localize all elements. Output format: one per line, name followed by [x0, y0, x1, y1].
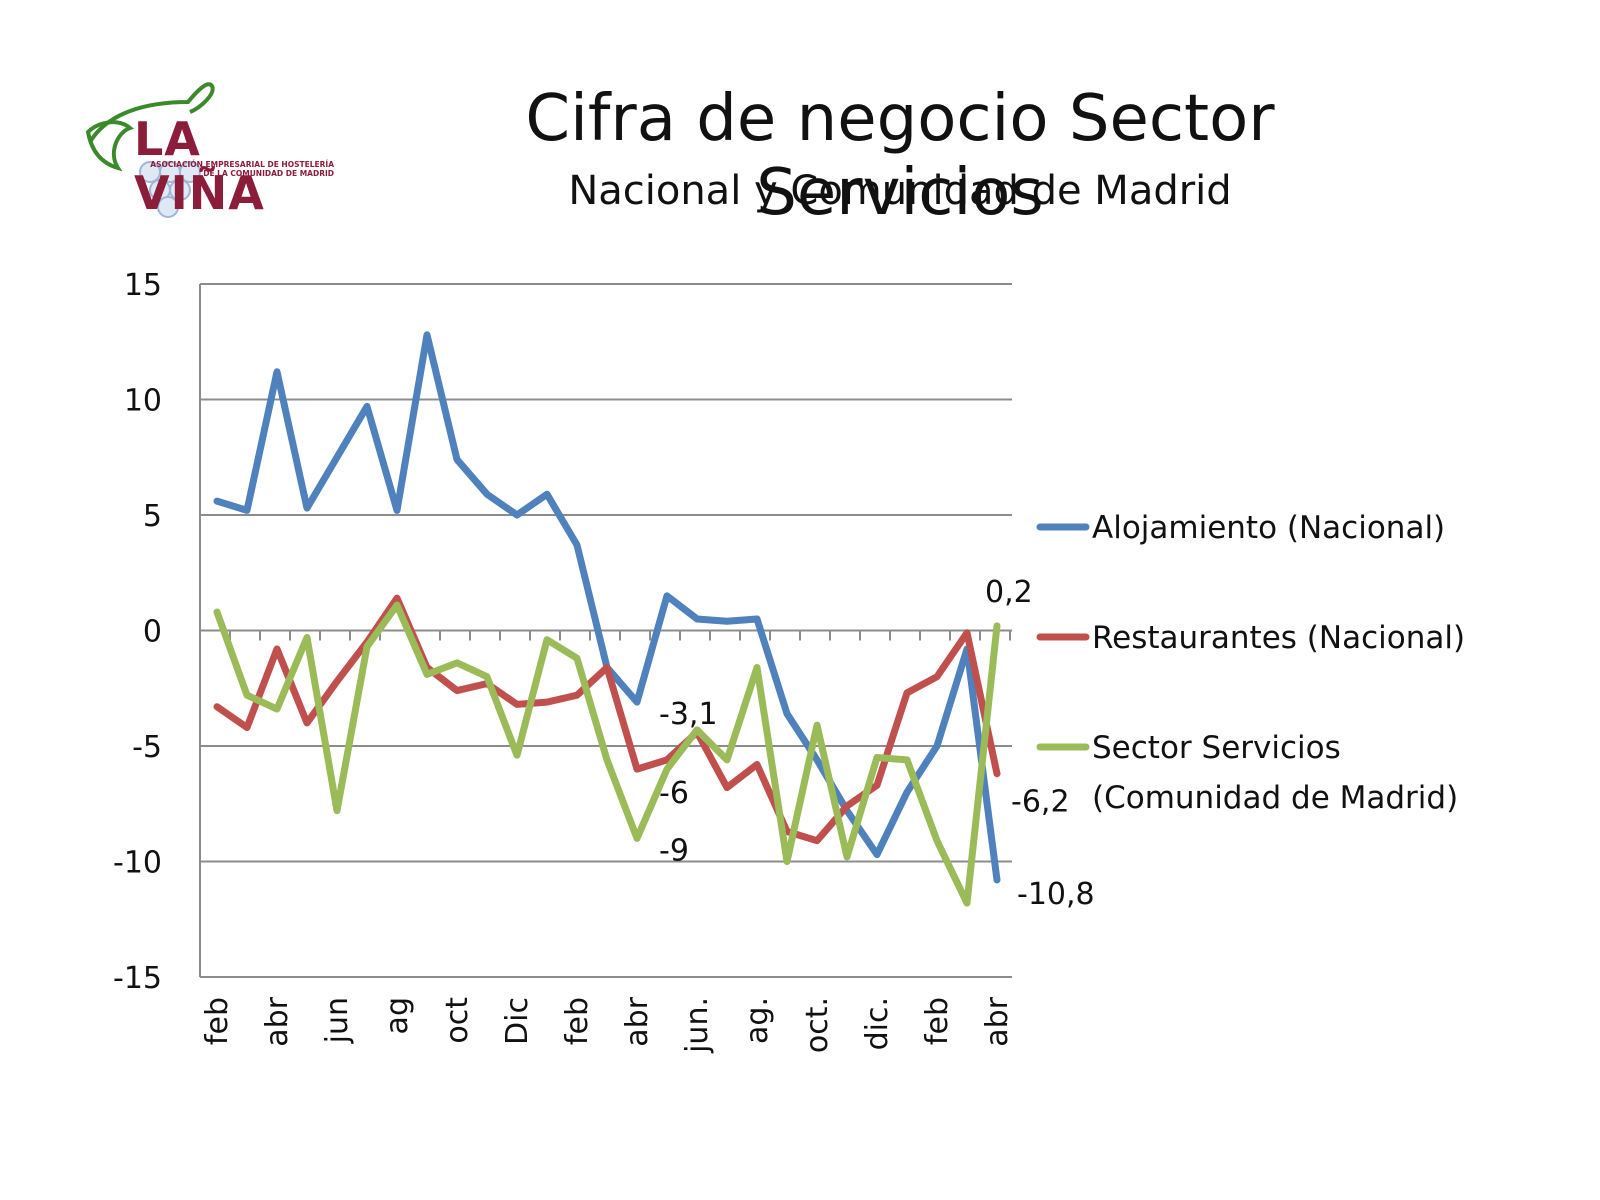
x-tick-label: ag	[380, 997, 415, 1034]
legend-label: Restaurantes (Nacional)	[1092, 620, 1465, 656]
y-tick-label: 0	[143, 615, 162, 650]
y-tick-label: -5	[132, 730, 162, 765]
series-line-3	[213, 601, 1001, 907]
y-tick-label: -10	[113, 846, 162, 881]
legend-label: Sector Servicios	[1092, 730, 1341, 766]
la-vina-logo: LA VIÑA ASOCIACIÓN EMPRESARIAL DE HOSTEL…	[78, 72, 338, 222]
x-tick-label: ag.	[740, 997, 775, 1044]
y-tick-label: 10	[124, 384, 162, 419]
x-tick-label: oct	[440, 997, 475, 1044]
data-label: 0,2	[985, 575, 1033, 610]
data-label: -6	[659, 776, 689, 811]
data-label: -10,8	[1017, 877, 1095, 912]
logo-name: LA VIÑA	[134, 112, 265, 220]
legend-label: Alojamiento (Nacional)	[1092, 510, 1445, 546]
y-tick-label: 5	[143, 499, 162, 534]
y-tick-label: -15	[113, 961, 162, 996]
data-label: -6,2	[1011, 785, 1070, 820]
x-tick-label: abr	[620, 996, 655, 1046]
data-label: -3,1	[659, 697, 718, 732]
logo-tagline-line-2: DE LA COMUNIDAD DE MADRID	[203, 169, 334, 178]
x-tick-label: feb	[200, 997, 235, 1045]
x-tick-label: Dic	[500, 997, 535, 1045]
x-tick-label: abr	[260, 996, 295, 1046]
x-tick-label: feb	[920, 997, 955, 1045]
data-label: -9	[659, 833, 689, 868]
chart-title: Cifra de negocio Sector Servicios	[525, 82, 1275, 230]
x-tick-label: feb	[560, 997, 595, 1045]
logo-tagline: ASOCIACIÓN EMPRESARIAL DE HOSTELERÍA DE …	[134, 160, 334, 178]
x-tick-label: jun.	[680, 997, 715, 1054]
y-tick-label: 15	[124, 268, 162, 303]
x-tick-label: dic.	[860, 997, 895, 1050]
logo-tagline-line-1: ASOCIACIÓN EMPRESARIAL DE HOSTELERÍA	[150, 160, 334, 169]
chart-subtitle: Nacional y Comunidad de Madrid	[568, 168, 1232, 214]
grape-vine-icon	[85, 82, 215, 218]
legend-label: (Comunidad de Madrid)	[1092, 780, 1458, 816]
x-tick-label: oct.	[800, 997, 835, 1053]
x-tick-label: jun	[320, 997, 355, 1044]
x-tick-label: abr	[980, 996, 1015, 1046]
